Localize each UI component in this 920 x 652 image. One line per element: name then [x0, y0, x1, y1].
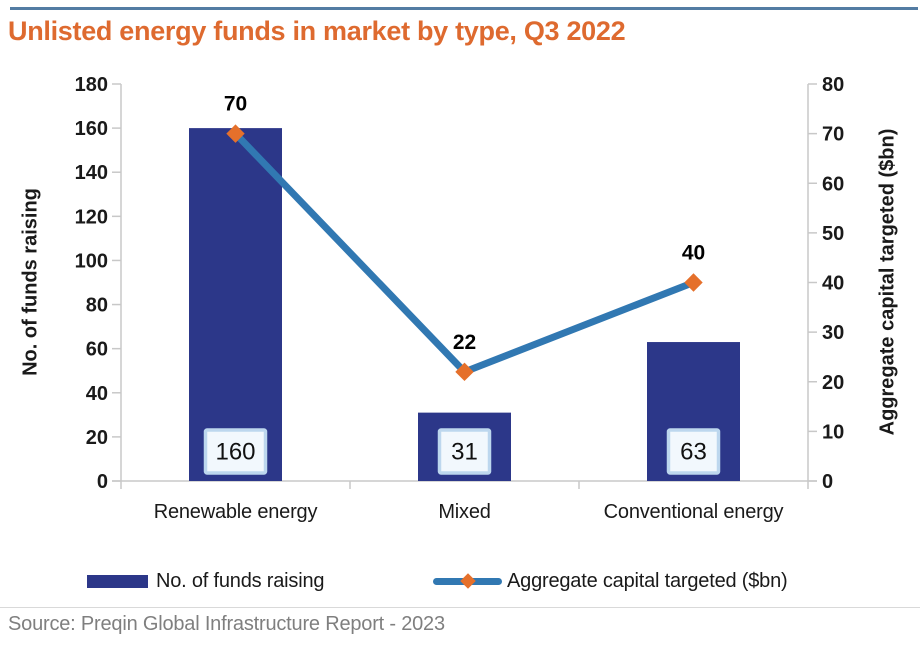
left-axis-tick-label: 120 — [75, 206, 108, 228]
right-axis-tick-label: 80 — [822, 74, 844, 96]
right-axis-tick-label: 60 — [822, 173, 844, 195]
bar-value-label: 31 — [451, 439, 478, 466]
right-axis-tick-label: 10 — [822, 421, 844, 443]
legend-item-capital: Aggregate capital targeted ($bn) — [433, 566, 788, 596]
right-axis-tick-label: 0 — [822, 471, 833, 493]
legend-funds-label: No. of funds raising — [156, 569, 325, 592]
chart-title: Unlisted energy funds in market by type,… — [8, 16, 626, 46]
right-axis-tick-label: 70 — [822, 124, 844, 146]
bar-value-box — [437, 428, 492, 475]
legend-bar-swatch-icon — [87, 574, 148, 588]
divider-line — [0, 607, 920, 608]
legend-diamond-marker-icon — [459, 573, 476, 589]
category-label: Mixed — [438, 501, 490, 523]
legend: No. of funds raising Aggregate capital t… — [0, 566, 920, 596]
line-value-label: 40 — [682, 242, 705, 265]
category-label: Renewable energy — [154, 501, 318, 523]
left-axis-tick-label: 60 — [86, 339, 108, 361]
left-axis-tick-label: 180 — [75, 74, 108, 96]
category-label: Conventional energy — [604, 501, 784, 523]
top-border-line — [10, 7, 918, 10]
left-axis-tick-label: 100 — [75, 250, 108, 272]
legend-line-swatch-icon — [433, 573, 502, 589]
bar — [189, 128, 282, 481]
right-axis-tick-label: 40 — [822, 273, 844, 295]
legend-item-funds: No. of funds raising — [87, 566, 325, 596]
left-axis-title: No. of funds raising — [19, 188, 42, 376]
bar-value-box — [666, 428, 721, 475]
left-axis-tick-label: 160 — [75, 118, 108, 140]
bar-value-box — [203, 428, 268, 475]
line-marker-diamond-icon — [455, 362, 474, 382]
right-axis-tick-label: 30 — [822, 322, 844, 344]
line-marker-diamond-icon — [684, 273, 703, 292]
bar-value-label: 160 — [215, 439, 255, 466]
left-axis-tick-label: 80 — [86, 295, 108, 317]
line-value-label: 70 — [224, 93, 247, 116]
source-text: Source: Preqin Global Infrastructure Rep… — [8, 613, 445, 635]
legend-capital-label: Aggregate capital targeted ($bn) — [507, 569, 788, 592]
bar-value-label: 63 — [680, 439, 707, 466]
right-axis-tick-label: 20 — [822, 372, 844, 394]
line-marker-diamond-icon — [226, 124, 245, 143]
left-axis-tick-label: 20 — [86, 427, 108, 449]
left-axis-tick-label: 0 — [97, 471, 108, 493]
right-axis-title: Aggregate capital targeted ($bn) — [876, 128, 899, 436]
line-value-label: 22 — [453, 331, 476, 354]
left-axis-tick-label: 140 — [75, 162, 108, 184]
left-axis-tick-label: 40 — [86, 383, 108, 405]
right-axis-tick-label: 50 — [822, 223, 844, 245]
